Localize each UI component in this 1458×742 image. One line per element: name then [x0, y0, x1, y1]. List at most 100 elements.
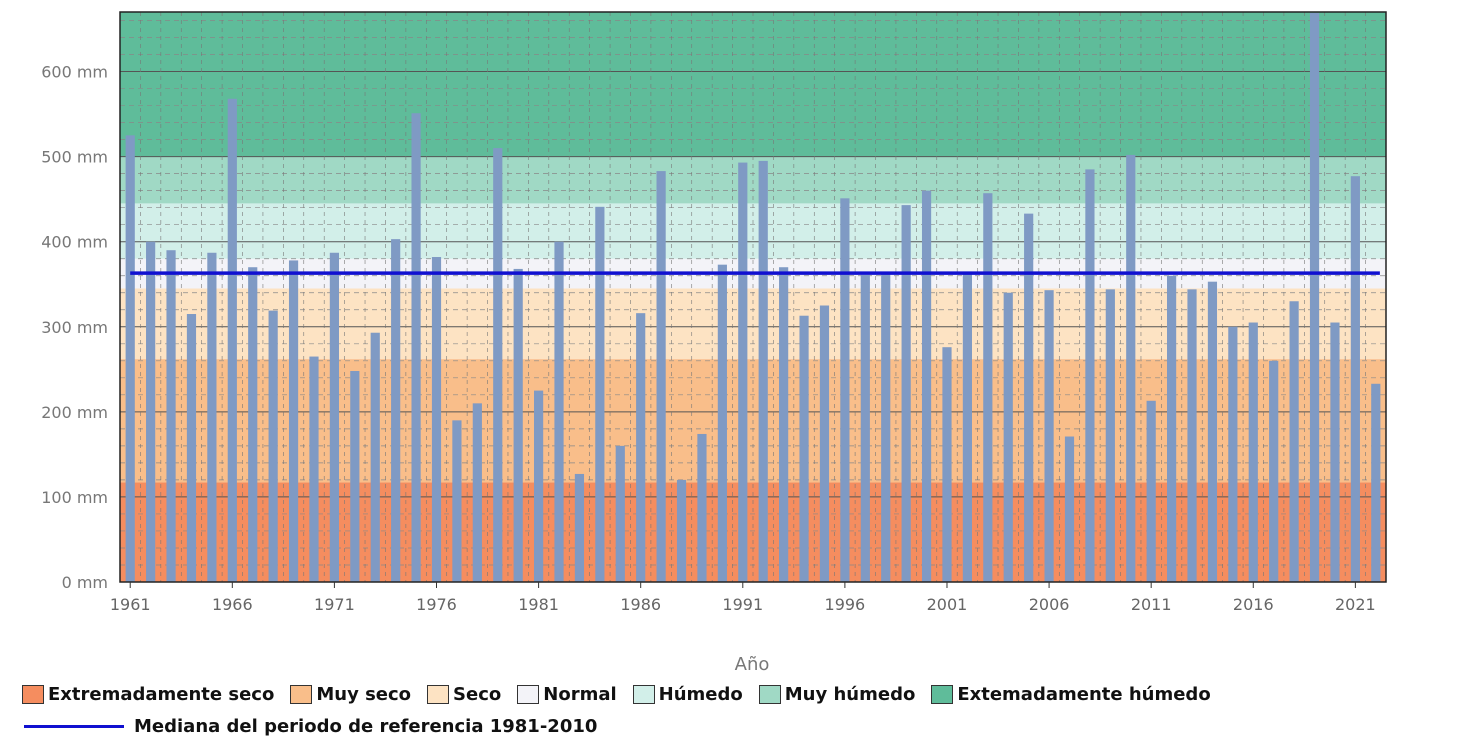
bar-1997 — [860, 274, 870, 582]
bar-1993 — [779, 267, 789, 582]
bar-2006 — [1044, 290, 1054, 582]
bar-1974 — [391, 239, 401, 583]
bar-1970 — [309, 356, 319, 582]
bar-2022 — [1371, 383, 1381, 582]
bar-2015 — [1228, 326, 1238, 582]
bar-1994 — [799, 315, 809, 582]
x-tick-label: 1981 — [518, 595, 559, 614]
y-tick-label: 600 mm — [41, 63, 108, 82]
legend-item-5: Muy húmedo — [758, 684, 916, 705]
x-tick-label: 2021 — [1335, 595, 1376, 614]
legend-item-4: Húmedo — [632, 684, 743, 705]
bar-1995 — [819, 305, 830, 582]
bar-1988 — [676, 479, 687, 582]
bar-2008 — [1085, 169, 1095, 582]
bar-1982 — [554, 241, 564, 583]
bar-1999 — [901, 205, 911, 583]
y-tick-label: 100 mm — [41, 488, 108, 507]
bar-2017 — [1269, 360, 1279, 582]
bar-1968 — [268, 310, 278, 582]
bar-1961 — [125, 135, 135, 582]
bar-1998 — [881, 274, 891, 582]
median-legend-label: Mediana del periodo de referencia 1981-2… — [134, 716, 598, 737]
y-tick-label: 0 mm — [62, 573, 108, 592]
bar-2016 — [1248, 322, 1258, 582]
bar-1983 — [574, 473, 585, 582]
x-axis-label: Año — [735, 654, 770, 675]
bar-1964 — [186, 314, 197, 582]
bar-1984 — [595, 206, 605, 582]
legend-item-3: Normal — [517, 684, 617, 705]
bar-2014 — [1207, 281, 1218, 582]
bar-1962 — [146, 241, 156, 583]
bar-2013 — [1187, 289, 1197, 582]
bar-2002 — [962, 271, 972, 582]
x-tick-label: 1966 — [212, 595, 253, 614]
legend-label: Muy húmedo — [784, 684, 916, 705]
x-tick-label: 1976 — [416, 595, 457, 614]
legend-swatch — [931, 685, 954, 704]
legend-swatch — [22, 685, 44, 704]
bar-2000 — [921, 190, 932, 582]
bar-1980 — [513, 268, 523, 582]
x-tick-label: 2016 — [1233, 595, 1274, 614]
bar-2009 — [1105, 289, 1115, 582]
plot-frame — [119, 11, 1387, 583]
legend-median: Mediana del periodo de referencia 1981-2… — [22, 716, 597, 737]
legend-swatch — [290, 685, 313, 704]
bar-2010 — [1126, 154, 1136, 583]
bar-1973 — [370, 332, 380, 582]
legend-item-2: Seco — [427, 684, 501, 705]
bar-1985 — [615, 445, 625, 582]
bar-series — [125, 12, 1381, 583]
bar-1971 — [329, 252, 339, 582]
bar-1977 — [452, 420, 462, 582]
bar-2005 — [1024, 213, 1034, 582]
bar-1990 — [717, 264, 727, 582]
bar-1975 — [411, 113, 421, 583]
bar-1981 — [534, 390, 544, 582]
bar-2007 — [1064, 436, 1075, 582]
x-tick-label: 1971 — [314, 595, 355, 614]
bar-1965 — [207, 252, 217, 582]
legend-label: Muy seco — [316, 684, 412, 705]
x-axis-ticks: 1961 1966 1971 1976 1981 1986 1991 1996 2001 2006… — [110, 582, 1376, 614]
bar-2018 — [1289, 301, 1299, 582]
legend-item-6: Extemadamente húmedo — [931, 684, 1211, 705]
legend-swatch — [632, 685, 655, 704]
bar-1966 — [227, 98, 237, 582]
bar-1969 — [288, 260, 299, 582]
bar-2003 — [983, 193, 993, 582]
bar-1978 — [472, 403, 482, 582]
bar-2004 — [1003, 292, 1013, 582]
median-line-swatch — [24, 725, 124, 728]
y-tick-label: 200 mm — [41, 403, 108, 422]
legend: Extremadamente seco Muy seco Seco Normal Húm… — [22, 684, 1227, 705]
bar-1967 — [248, 267, 258, 582]
bar-2011 — [1146, 400, 1156, 582]
bar-2021 — [1350, 176, 1360, 582]
bar-1963 — [166, 250, 176, 582]
x-tick-label: 1961 — [110, 595, 151, 614]
bar-1986 — [636, 313, 646, 582]
y-tick-label: 500 mm — [41, 148, 108, 167]
bar-2012 — [1167, 275, 1177, 582]
x-tick-label: 1991 — [722, 595, 763, 614]
legend-label: Seco — [453, 684, 502, 705]
legend-item-1: Muy seco — [290, 684, 411, 705]
bar-2020 — [1330, 322, 1340, 582]
bar-2001 — [942, 347, 952, 582]
legend-swatch — [758, 685, 781, 704]
bar-1972 — [350, 371, 360, 582]
legend-label: Extremadamente seco — [48, 684, 275, 705]
bar-1979 — [493, 148, 503, 583]
legend-label: Húmedo — [658, 684, 743, 705]
x-tick-label: 2011 — [1131, 595, 1172, 614]
legend-label: Extemadamente húmedo — [957, 684, 1211, 705]
y-axis-ticks: 0 mm 100 mm 200 mm 300 mm 400 mm 500 mm 600 mm — [41, 63, 108, 592]
legend-label: Normal — [543, 684, 617, 705]
bar-1992 — [758, 160, 768, 582]
y-tick-label: 300 mm — [41, 318, 108, 337]
x-tick-label: 1996 — [825, 595, 866, 614]
